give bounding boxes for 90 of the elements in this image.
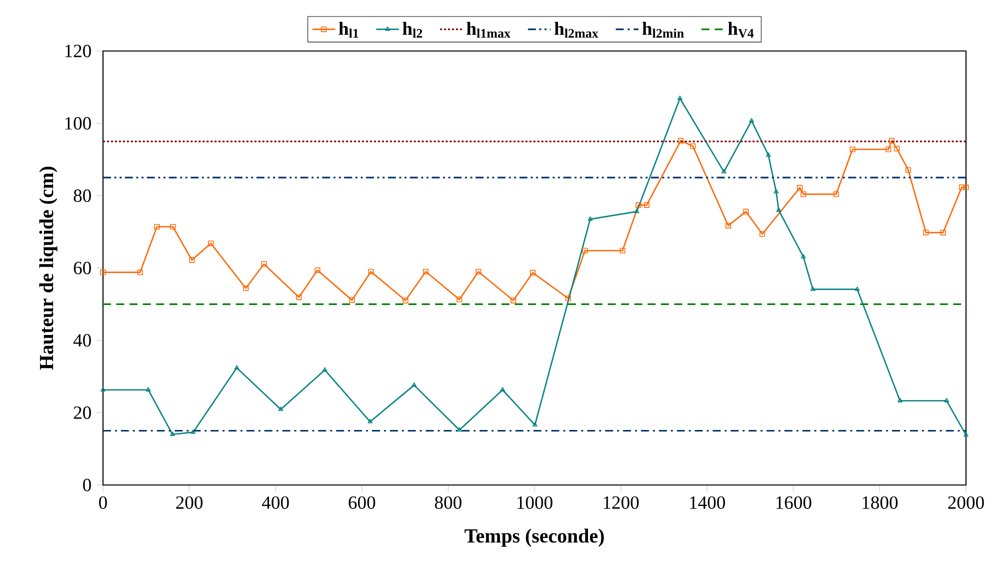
legend-label: h$_{V4}$ [728,22,754,38]
point [620,248,626,254]
point [766,152,771,157]
point [170,224,176,230]
point [963,184,969,190]
legend-label: h$_{l1}$ [338,22,358,38]
point [905,167,911,173]
point [833,191,839,198]
point [532,422,538,427]
point [422,268,429,274]
point [412,382,417,387]
point [189,257,195,263]
point [234,365,240,370]
point [456,296,462,302]
point [582,248,588,254]
point [854,286,860,291]
point [261,261,267,267]
point [749,118,754,122]
point [190,429,196,434]
point [721,169,726,174]
point [530,270,536,276]
point [797,184,803,190]
y-tick-label: 100 [65,117,91,130]
point [296,294,302,300]
point [137,270,143,276]
y-axis-title: Hauteur de liquide (cm) [39,166,58,370]
x-tick-label: 1200 [604,496,639,509]
point [894,146,900,152]
y-tick-label: 120 [65,44,91,58]
x-tick-label: 1000 [518,496,552,509]
legend-label: h$_{l2max}$ [554,22,598,38]
point [636,202,642,208]
point [368,418,373,424]
point [243,285,249,292]
point [349,297,355,303]
x-tick-label: 200 [176,496,203,509]
point [923,230,929,236]
point [634,208,640,214]
point [889,138,895,144]
point [588,216,593,221]
point [208,240,214,246]
point [565,296,571,302]
x-tick-label: 800 [434,496,462,509]
point [944,398,950,402]
point [810,286,816,291]
point [154,224,160,230]
point [500,387,506,392]
point [170,432,175,436]
point [800,191,806,198]
point [743,208,749,214]
legend-label: h$_{l2min}$ [642,22,684,38]
point [456,427,462,432]
x-tick-label: 0 [99,496,107,509]
point [402,298,408,304]
point [690,143,696,149]
legend-label: h$_{l2}$ [402,22,422,38]
y-tick-label: 20 [74,406,91,419]
legend-label: h$_{l1max}$ [466,22,510,38]
point [678,138,684,144]
x-tick-label: 600 [348,496,376,509]
point [940,230,946,236]
x-tick-label: 400 [262,496,289,509]
point [644,202,650,208]
point [510,298,516,304]
point [725,222,732,228]
y-tick-label: 80 [74,189,91,202]
x-tick-label: 1600 [776,496,812,509]
point [146,387,151,392]
point [322,367,328,372]
y-tick-label: 60 [74,262,91,274]
point [476,268,482,274]
point [677,96,682,100]
point [800,254,806,258]
point [886,146,892,152]
point [958,184,964,190]
x-tick-label: 1400 [690,496,725,509]
point [776,207,782,212]
point [898,398,902,402]
point [314,267,320,273]
point [774,188,779,194]
point [760,231,766,237]
x-tick-label: 1800 [862,496,898,509]
y-tick-label: 0 [83,478,91,492]
point [278,406,284,412]
x-axis-title: Temps (seconde) [464,528,604,547]
point [368,268,374,274]
point [850,146,856,152]
y-tick-label: 40 [73,334,91,347]
x-tick-label: 2000 [948,496,984,509]
point [100,270,106,276]
